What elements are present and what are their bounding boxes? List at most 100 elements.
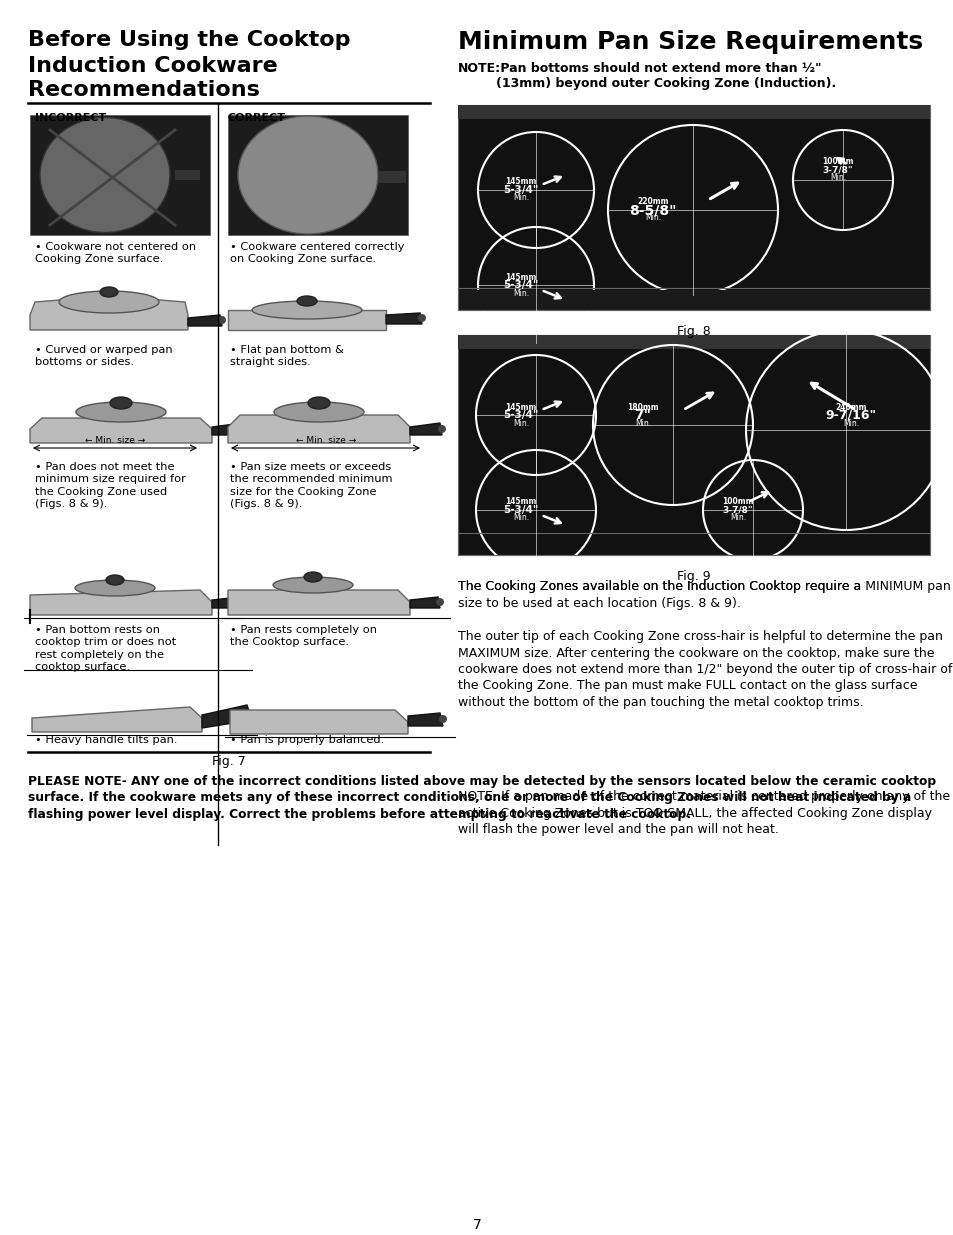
Text: 7: 7 <box>472 1218 481 1233</box>
Text: ← Min. size →: ← Min. size → <box>295 436 355 445</box>
Circle shape <box>417 314 426 322</box>
Text: • Pan size meets or exceeds
the recommended minimum
size for the Cooking Zone
(F: • Pan size meets or exceeds the recommen… <box>230 462 392 509</box>
Text: Min.: Min. <box>842 419 858 427</box>
Text: Induction Cookware: Induction Cookware <box>28 56 277 77</box>
Polygon shape <box>188 315 222 326</box>
Bar <box>457 335 929 555</box>
Ellipse shape <box>76 403 166 422</box>
Text: • Pan is properly balanced.: • Pan is properly balanced. <box>230 735 384 745</box>
Text: 145mm: 145mm <box>505 403 537 411</box>
Text: The outer tip of each Cooking Zone cross-hair is helpful to determine the pan MA: The outer tip of each Cooking Zone cross… <box>457 630 951 709</box>
Text: 145mm: 145mm <box>505 273 537 282</box>
Polygon shape <box>30 417 212 443</box>
Text: 8-5/8": 8-5/8" <box>629 203 676 217</box>
Text: INCORRECT: INCORRECT <box>35 112 106 124</box>
Text: 3-7/8": 3-7/8" <box>722 505 753 515</box>
Text: • Cookware not centered on
Cooking Zone surface.: • Cookware not centered on Cooking Zone … <box>35 242 196 264</box>
Text: Min.: Min. <box>513 419 529 427</box>
Text: Before Using the Cooktop: Before Using the Cooktop <box>28 30 350 49</box>
Circle shape <box>218 316 226 324</box>
Text: 180mm: 180mm <box>626 403 659 411</box>
Ellipse shape <box>274 403 364 422</box>
Polygon shape <box>30 590 212 615</box>
Polygon shape <box>228 310 386 330</box>
Text: The Cooking Zones available on the Induction Cooktop require a: The Cooking Zones available on the Induc… <box>457 580 864 593</box>
Ellipse shape <box>59 291 159 312</box>
Text: 7": 7" <box>634 408 651 422</box>
Polygon shape <box>228 415 410 443</box>
Ellipse shape <box>75 580 154 597</box>
Text: 220mm: 220mm <box>637 198 668 206</box>
Text: • Pan bottom rests on
cooktop trim or does not
rest completely on the
cooktop su: • Pan bottom rests on cooktop trim or do… <box>35 625 176 672</box>
Text: NOTE:: NOTE: <box>457 62 500 75</box>
Ellipse shape <box>110 396 132 409</box>
Polygon shape <box>410 424 441 435</box>
Bar <box>457 290 929 310</box>
Ellipse shape <box>304 572 322 582</box>
Text: Min.: Min. <box>513 289 529 298</box>
Polygon shape <box>212 597 242 608</box>
Text: Min.: Min. <box>635 419 650 427</box>
Text: Fig. 7: Fig. 7 <box>212 755 246 768</box>
Ellipse shape <box>237 116 377 233</box>
Text: PLEASE NOTE- ANY one of the incorrect conditions listed above may be detected by: PLEASE NOTE- ANY one of the incorrect co… <box>28 776 935 821</box>
Ellipse shape <box>106 576 124 585</box>
Ellipse shape <box>308 396 330 409</box>
Circle shape <box>247 710 256 720</box>
Polygon shape <box>230 710 408 734</box>
Text: 5-3/4": 5-3/4" <box>503 410 538 420</box>
Circle shape <box>437 425 446 433</box>
Text: 145mm: 145mm <box>505 498 537 506</box>
Bar <box>457 105 929 119</box>
Text: Fig. 8: Fig. 8 <box>677 325 710 338</box>
Text: Pan bottoms should not extend more than ½"
(13mm) beyond outer Cooking Zone (Ind: Pan bottoms should not extend more than … <box>496 62 836 90</box>
Text: Recommendations: Recommendations <box>28 80 259 100</box>
Bar <box>457 335 929 350</box>
Polygon shape <box>32 706 202 732</box>
Polygon shape <box>410 597 439 608</box>
Text: • Pan rests completely on
the Cooktop surface.: • Pan rests completely on the Cooktop su… <box>230 625 376 647</box>
Text: • Flat pan bottom &
straight sides.: • Flat pan bottom & straight sides. <box>230 345 343 367</box>
Text: The Cooking Zones available on the Induction Cooktop require a MINIMUM pan size : The Cooking Zones available on the Induc… <box>457 580 950 610</box>
Bar <box>457 534 929 555</box>
Bar <box>30 115 210 235</box>
Polygon shape <box>408 713 442 726</box>
Text: • Pan does not meet the
minimum size required for
the Cooking Zone used
(Figs. 8: • Pan does not meet the minimum size req… <box>35 462 186 509</box>
Text: 145mm: 145mm <box>505 178 537 186</box>
Circle shape <box>436 598 443 606</box>
Text: Minimum Pan Size Requirements: Minimum Pan Size Requirements <box>457 30 923 54</box>
Ellipse shape <box>252 301 361 319</box>
Bar <box>457 105 929 310</box>
Text: 240mm: 240mm <box>835 403 866 411</box>
Ellipse shape <box>40 117 170 232</box>
Text: Fig. 9: Fig. 9 <box>677 571 710 583</box>
Text: Min.: Min. <box>513 194 529 203</box>
Text: Min.: Min. <box>644 214 660 222</box>
Text: Min.: Min. <box>829 173 845 183</box>
Circle shape <box>237 598 246 606</box>
Circle shape <box>438 715 447 722</box>
Text: 3-7/8": 3-7/8" <box>821 165 852 174</box>
Text: 100mm: 100mm <box>821 158 853 167</box>
Polygon shape <box>386 312 421 324</box>
Text: • Curved or warped pan
bottoms or sides.: • Curved or warped pan bottoms or sides. <box>35 345 172 367</box>
Ellipse shape <box>273 577 353 593</box>
Text: 9-7/16": 9-7/16" <box>824 409 876 421</box>
Ellipse shape <box>296 296 316 306</box>
Polygon shape <box>30 296 188 330</box>
Bar <box>174 170 200 180</box>
Circle shape <box>240 425 248 433</box>
Polygon shape <box>202 705 252 727</box>
Ellipse shape <box>100 287 118 296</box>
Text: ← Min. size →: ← Min. size → <box>85 436 145 445</box>
Text: NOTE: If a pan made of the correct material is centered properly on any of the a: NOTE: If a pan made of the correct mater… <box>457 790 949 836</box>
Text: • Cookware centered correctly
on Cooking Zone surface.: • Cookware centered correctly on Cooking… <box>230 242 404 264</box>
Text: 100mm: 100mm <box>721 498 753 506</box>
Polygon shape <box>228 590 410 615</box>
Polygon shape <box>212 424 244 435</box>
Text: Min.: Min. <box>729 514 745 522</box>
Text: • Heavy handle tilts pan.: • Heavy handle tilts pan. <box>35 735 177 745</box>
Text: 5-3/4": 5-3/4" <box>503 280 538 290</box>
Bar <box>228 115 408 235</box>
Bar <box>377 170 406 183</box>
